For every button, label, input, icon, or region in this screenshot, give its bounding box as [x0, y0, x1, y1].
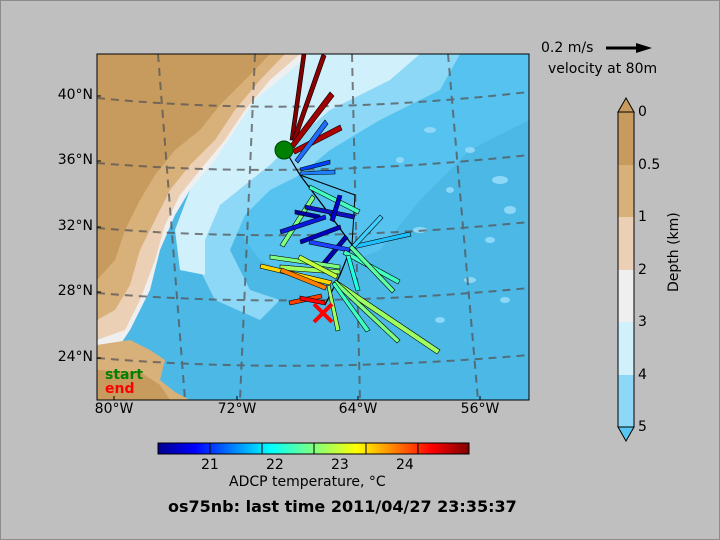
ship-track: [284, 149, 353, 306]
map-panel: [97, 54, 529, 400]
lat-label-36: 36°N: [57, 152, 93, 168]
graticule: [97, 54, 529, 400]
temp-tick-24: 24: [396, 457, 414, 473]
depth-axis-label: Depth (km): [666, 212, 682, 292]
scale-arrow: [606, 43, 652, 53]
velocity-vectors: [259, 54, 441, 355]
land-high: [97, 54, 270, 280]
temp-tick-23: 23: [331, 457, 349, 473]
depth-band-1: [618, 165, 634, 217]
lon-label-72: 72°W: [217, 401, 257, 417]
figure-title: os75nb: last time 2011/04/27 23:35:37: [168, 497, 517, 516]
lat-label-28: 28°N: [57, 283, 93, 299]
depth-colorbar: [617, 96, 635, 443]
depth-band-3: [618, 270, 634, 322]
lat-label-40: 40°N: [57, 87, 93, 103]
temp-colorbar-label: ADCP temperature, °C: [229, 474, 386, 490]
depth-tick-1: 1: [638, 209, 647, 225]
depth-tick-5: 5: [638, 419, 647, 435]
depth-band-2: [618, 217, 634, 270]
lat-label-32: 32°N: [57, 218, 93, 234]
depth-band-0: [618, 112, 634, 165]
depth-band-4: [618, 322, 634, 375]
depth-tick-05: 0.5: [638, 157, 661, 173]
map-ticks: [97, 95, 481, 400]
end-marker: [312, 302, 334, 324]
depth-tick-2: 2: [638, 262, 647, 278]
depth-band-5: [618, 375, 634, 427]
lat-label-24: 24°N: [57, 349, 93, 365]
start-marker: [274, 140, 294, 160]
legend-end: end: [105, 381, 135, 397]
scale-caption: velocity at 80m: [548, 61, 658, 77]
scale-speed: 0.2 m/s: [541, 40, 594, 56]
depth-tick-4: 4: [638, 367, 647, 383]
lon-label-56: 56°W: [460, 401, 500, 417]
depth-tick-0: 0: [638, 104, 647, 120]
temp-tick-22: 22: [266, 457, 284, 473]
temp-tick-21: 21: [201, 457, 219, 473]
lon-label-80: 80°W: [94, 401, 134, 417]
legend-start: start: [105, 367, 144, 383]
lon-label-64: 64°W: [338, 401, 378, 417]
depth-tick-3: 3: [638, 314, 647, 330]
temperature-colorbar: [157, 442, 470, 455]
